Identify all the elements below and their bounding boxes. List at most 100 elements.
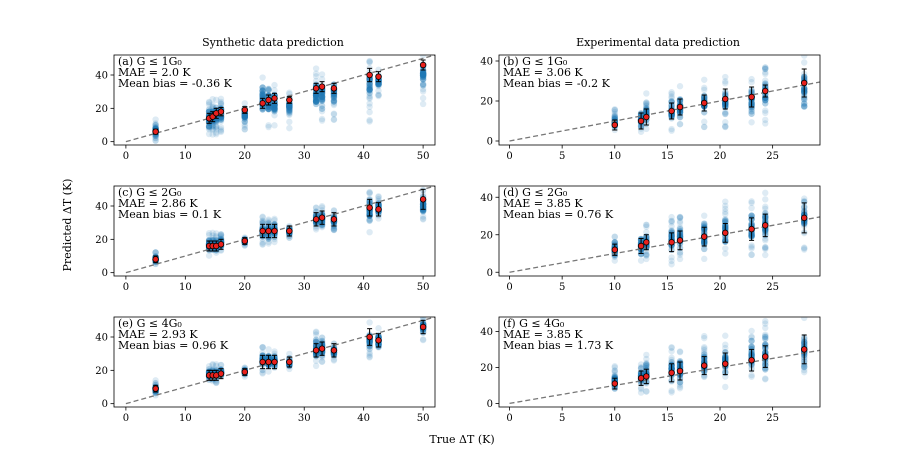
scatter-point bbox=[419, 216, 427, 223]
scatter-point bbox=[762, 69, 769, 76]
scatter-point bbox=[265, 106, 272, 113]
scatter-point bbox=[271, 102, 278, 110]
scatter-point bbox=[801, 94, 808, 101]
scatter-point bbox=[375, 82, 382, 90]
scatter-point bbox=[676, 120, 684, 128]
scatter-point bbox=[722, 210, 729, 218]
scatter-point bbox=[643, 250, 650, 258]
scatter-point bbox=[318, 71, 326, 78]
scatter-point bbox=[312, 208, 320, 215]
scatter-point bbox=[748, 343, 755, 351]
y-tick-label: 0 bbox=[102, 137, 108, 148]
scatter-point bbox=[676, 381, 684, 388]
scatter-point bbox=[205, 99, 213, 106]
scatter-point bbox=[366, 217, 373, 224]
scatter-point bbox=[265, 218, 272, 226]
mean-marker bbox=[259, 358, 266, 366]
scatter-point bbox=[286, 103, 293, 110]
scatter-point bbox=[643, 362, 650, 370]
scatter-point bbox=[611, 367, 618, 374]
mean-marker bbox=[701, 99, 708, 107]
scatter-point bbox=[419, 336, 427, 344]
scatter-point bbox=[722, 208, 729, 216]
scatter-point bbox=[213, 96, 220, 104]
scatter-point bbox=[318, 108, 326, 115]
scatter-point bbox=[330, 101, 338, 109]
x-tick-label: 25 bbox=[766, 282, 779, 293]
scatter-point bbox=[259, 218, 266, 226]
mae-label-c: MAE = 2.86 K bbox=[118, 197, 198, 210]
scatter-point bbox=[701, 123, 708, 131]
scatter-point bbox=[330, 116, 338, 123]
scatter-point bbox=[366, 100, 373, 107]
scatter-point bbox=[762, 237, 769, 244]
mean-marker bbox=[265, 227, 272, 235]
scatter-point bbox=[366, 89, 373, 97]
scatter-point bbox=[366, 108, 373, 116]
scatter-point bbox=[643, 252, 650, 259]
scatter-point bbox=[271, 108, 278, 115]
scatter-point bbox=[676, 213, 684, 221]
scatter-point bbox=[286, 106, 293, 114]
scatter-point bbox=[419, 82, 427, 89]
plot-area-a bbox=[125, 55, 435, 144]
scatter-point bbox=[366, 353, 373, 360]
y-tick-label: 40 bbox=[480, 193, 493, 204]
scatter-point bbox=[209, 125, 216, 133]
scatter-point bbox=[762, 96, 769, 104]
scatter-point bbox=[419, 73, 427, 81]
mean-marker bbox=[611, 121, 618, 129]
mean-marker bbox=[722, 229, 729, 237]
scatter-point bbox=[366, 81, 373, 88]
mean-marker bbox=[375, 206, 382, 213]
scatter-point bbox=[676, 348, 684, 356]
scatter-point bbox=[217, 115, 225, 122]
scatter-point bbox=[643, 251, 650, 259]
scatter-point bbox=[637, 389, 645, 396]
scatter-point bbox=[643, 387, 650, 395]
scatter-point bbox=[801, 96, 808, 103]
scatter-point bbox=[643, 103, 650, 110]
scatter-point bbox=[217, 232, 225, 239]
scatter-point bbox=[312, 90, 320, 98]
scatter-point bbox=[259, 370, 266, 377]
scatter-point bbox=[318, 94, 326, 101]
scatter-point bbox=[312, 94, 320, 102]
scatter-point bbox=[205, 123, 213, 130]
scatter-point bbox=[330, 98, 338, 105]
scatter-point bbox=[762, 317, 769, 325]
scatter-point bbox=[366, 351, 373, 358]
scatter-point bbox=[801, 317, 808, 322]
scatter-point bbox=[701, 84, 708, 92]
mean-marker bbox=[366, 333, 373, 341]
scatter-point bbox=[330, 97, 338, 104]
axes-frame-c bbox=[113, 185, 436, 277]
mean-marker bbox=[330, 85, 338, 92]
scatter-point bbox=[217, 126, 225, 133]
scatter-point bbox=[419, 69, 427, 77]
scatter-point bbox=[209, 126, 216, 133]
mean-marker bbox=[611, 380, 618, 387]
mean-marker bbox=[676, 237, 684, 244]
scatter-point bbox=[722, 123, 729, 130]
scatter-point bbox=[762, 94, 769, 101]
scatter-point bbox=[209, 237, 216, 244]
scatter-point bbox=[205, 231, 213, 239]
scatter-point bbox=[217, 115, 225, 123]
mean-marker bbox=[637, 242, 645, 250]
scatter-point bbox=[611, 108, 618, 116]
scatter-point bbox=[801, 102, 808, 110]
scatter-point bbox=[366, 103, 373, 111]
scatter-point bbox=[375, 80, 382, 88]
scatter-point bbox=[643, 388, 650, 395]
scatter-point bbox=[366, 190, 373, 197]
scatter-point bbox=[643, 99, 650, 106]
scatter-point bbox=[366, 85, 373, 93]
y-tick-label: 0 bbox=[102, 399, 108, 410]
scatter-point bbox=[762, 96, 769, 104]
scatter-point bbox=[271, 348, 278, 355]
scatter-point bbox=[330, 116, 338, 123]
scatter-point bbox=[241, 118, 248, 125]
mean-marker bbox=[748, 93, 755, 101]
